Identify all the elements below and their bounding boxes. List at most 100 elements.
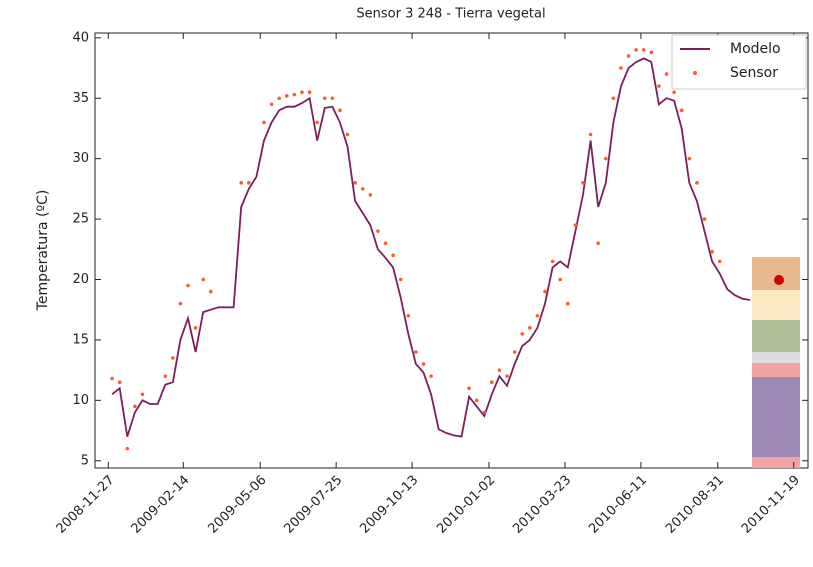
data-point <box>163 374 168 378</box>
data-point <box>520 332 525 336</box>
data-point <box>383 241 388 246</box>
y-tick-label: 20 <box>72 272 89 287</box>
data-point <box>247 181 251 185</box>
data-point <box>376 229 380 233</box>
data-point <box>429 374 433 378</box>
data-point <box>330 96 335 101</box>
data-point <box>284 94 289 98</box>
soil-layer <box>752 320 800 352</box>
data-point <box>710 249 714 254</box>
data-point <box>611 96 616 101</box>
data-point <box>695 181 699 185</box>
y-tick-label: 5 <box>81 453 89 468</box>
data-line <box>111 57 751 438</box>
soil-layer <box>752 352 800 363</box>
data-point <box>117 380 122 385</box>
data-point <box>315 120 319 125</box>
data-point <box>391 253 395 258</box>
data-point <box>649 50 654 55</box>
data-point <box>133 404 137 409</box>
data-point <box>717 259 722 264</box>
y-tick-label: 15 <box>72 332 89 347</box>
data-point <box>262 120 266 125</box>
data-point <box>657 84 661 88</box>
y-tick-label: 10 <box>72 393 89 408</box>
data-point <box>641 48 646 52</box>
x-tick-label: 2009-10-13 <box>357 473 421 537</box>
data-point <box>626 54 631 58</box>
y-tick-label: 30 <box>72 151 89 166</box>
legend-swatch <box>693 71 697 75</box>
data-point <box>474 398 479 403</box>
data-point <box>140 392 145 397</box>
soil-layer <box>752 363 800 377</box>
data-point <box>679 108 684 113</box>
x-tick-label: 2009-02-14 <box>129 473 193 537</box>
data-point <box>414 350 418 354</box>
data-point <box>239 181 244 185</box>
data-point <box>702 217 707 221</box>
data-point <box>277 96 281 101</box>
data-point <box>588 132 593 137</box>
data-point <box>345 132 350 137</box>
y-tick-label: 25 <box>72 212 89 227</box>
data-point <box>672 90 676 95</box>
x-tick-label: 2009-05-06 <box>205 473 269 537</box>
data-point <box>269 102 274 107</box>
data-point <box>573 223 578 227</box>
data-point <box>512 350 517 354</box>
soil-layer <box>752 377 800 457</box>
data-point <box>566 301 570 306</box>
soil-layer <box>752 290 800 320</box>
data-point <box>307 90 312 95</box>
y-tick-label: 35 <box>72 91 89 106</box>
data-point <box>543 289 547 294</box>
data-point <box>581 181 585 185</box>
data-point <box>664 72 669 76</box>
x-tick-label: 2010-03-23 <box>510 473 574 537</box>
x-tick-label: 2008-11-27 <box>54 473 118 537</box>
data-point <box>201 277 206 282</box>
x-tick-label: 2010-01-02 <box>434 473 498 537</box>
x-tick-label: 2010-06-11 <box>586 473 650 537</box>
data-point <box>603 156 608 161</box>
soil-layer <box>752 257 800 290</box>
data-point <box>550 259 555 264</box>
data-point <box>535 313 540 318</box>
data-point <box>596 241 600 246</box>
data-point <box>353 181 357 185</box>
data-point <box>482 410 487 415</box>
data-point <box>300 90 304 95</box>
data-point <box>209 289 213 294</box>
data-point <box>421 362 426 366</box>
data-point <box>193 326 198 330</box>
x-tick-label: 2009-07-25 <box>281 473 345 537</box>
x-tick-label: 2010-08-31 <box>663 473 727 537</box>
data-point <box>360 187 365 191</box>
soil-layer <box>752 457 800 468</box>
data-point <box>322 96 327 101</box>
x-tick-label: 2010-11-19 <box>739 473 803 537</box>
soil-profile <box>752 257 800 468</box>
data-point <box>186 283 190 288</box>
data-point <box>528 326 532 330</box>
data-point <box>467 386 471 391</box>
legend-label: Sensor <box>730 65 778 81</box>
legend-box <box>671 34 807 90</box>
data-point <box>125 446 130 451</box>
data-point <box>110 376 114 381</box>
data-point <box>497 368 502 372</box>
data-point <box>619 66 623 70</box>
chart-title: Sensor 3 248 - Tierra vegetal <box>356 7 545 22</box>
data-point <box>338 108 342 113</box>
data-point <box>398 277 403 282</box>
data-point <box>634 48 638 52</box>
plot-frame <box>94 32 809 469</box>
data-point <box>558 277 563 282</box>
data-point <box>505 374 509 378</box>
data-point <box>490 380 494 385</box>
data-point <box>178 301 183 306</box>
y-tick-label: 40 <box>72 30 89 45</box>
data-point <box>687 156 692 161</box>
